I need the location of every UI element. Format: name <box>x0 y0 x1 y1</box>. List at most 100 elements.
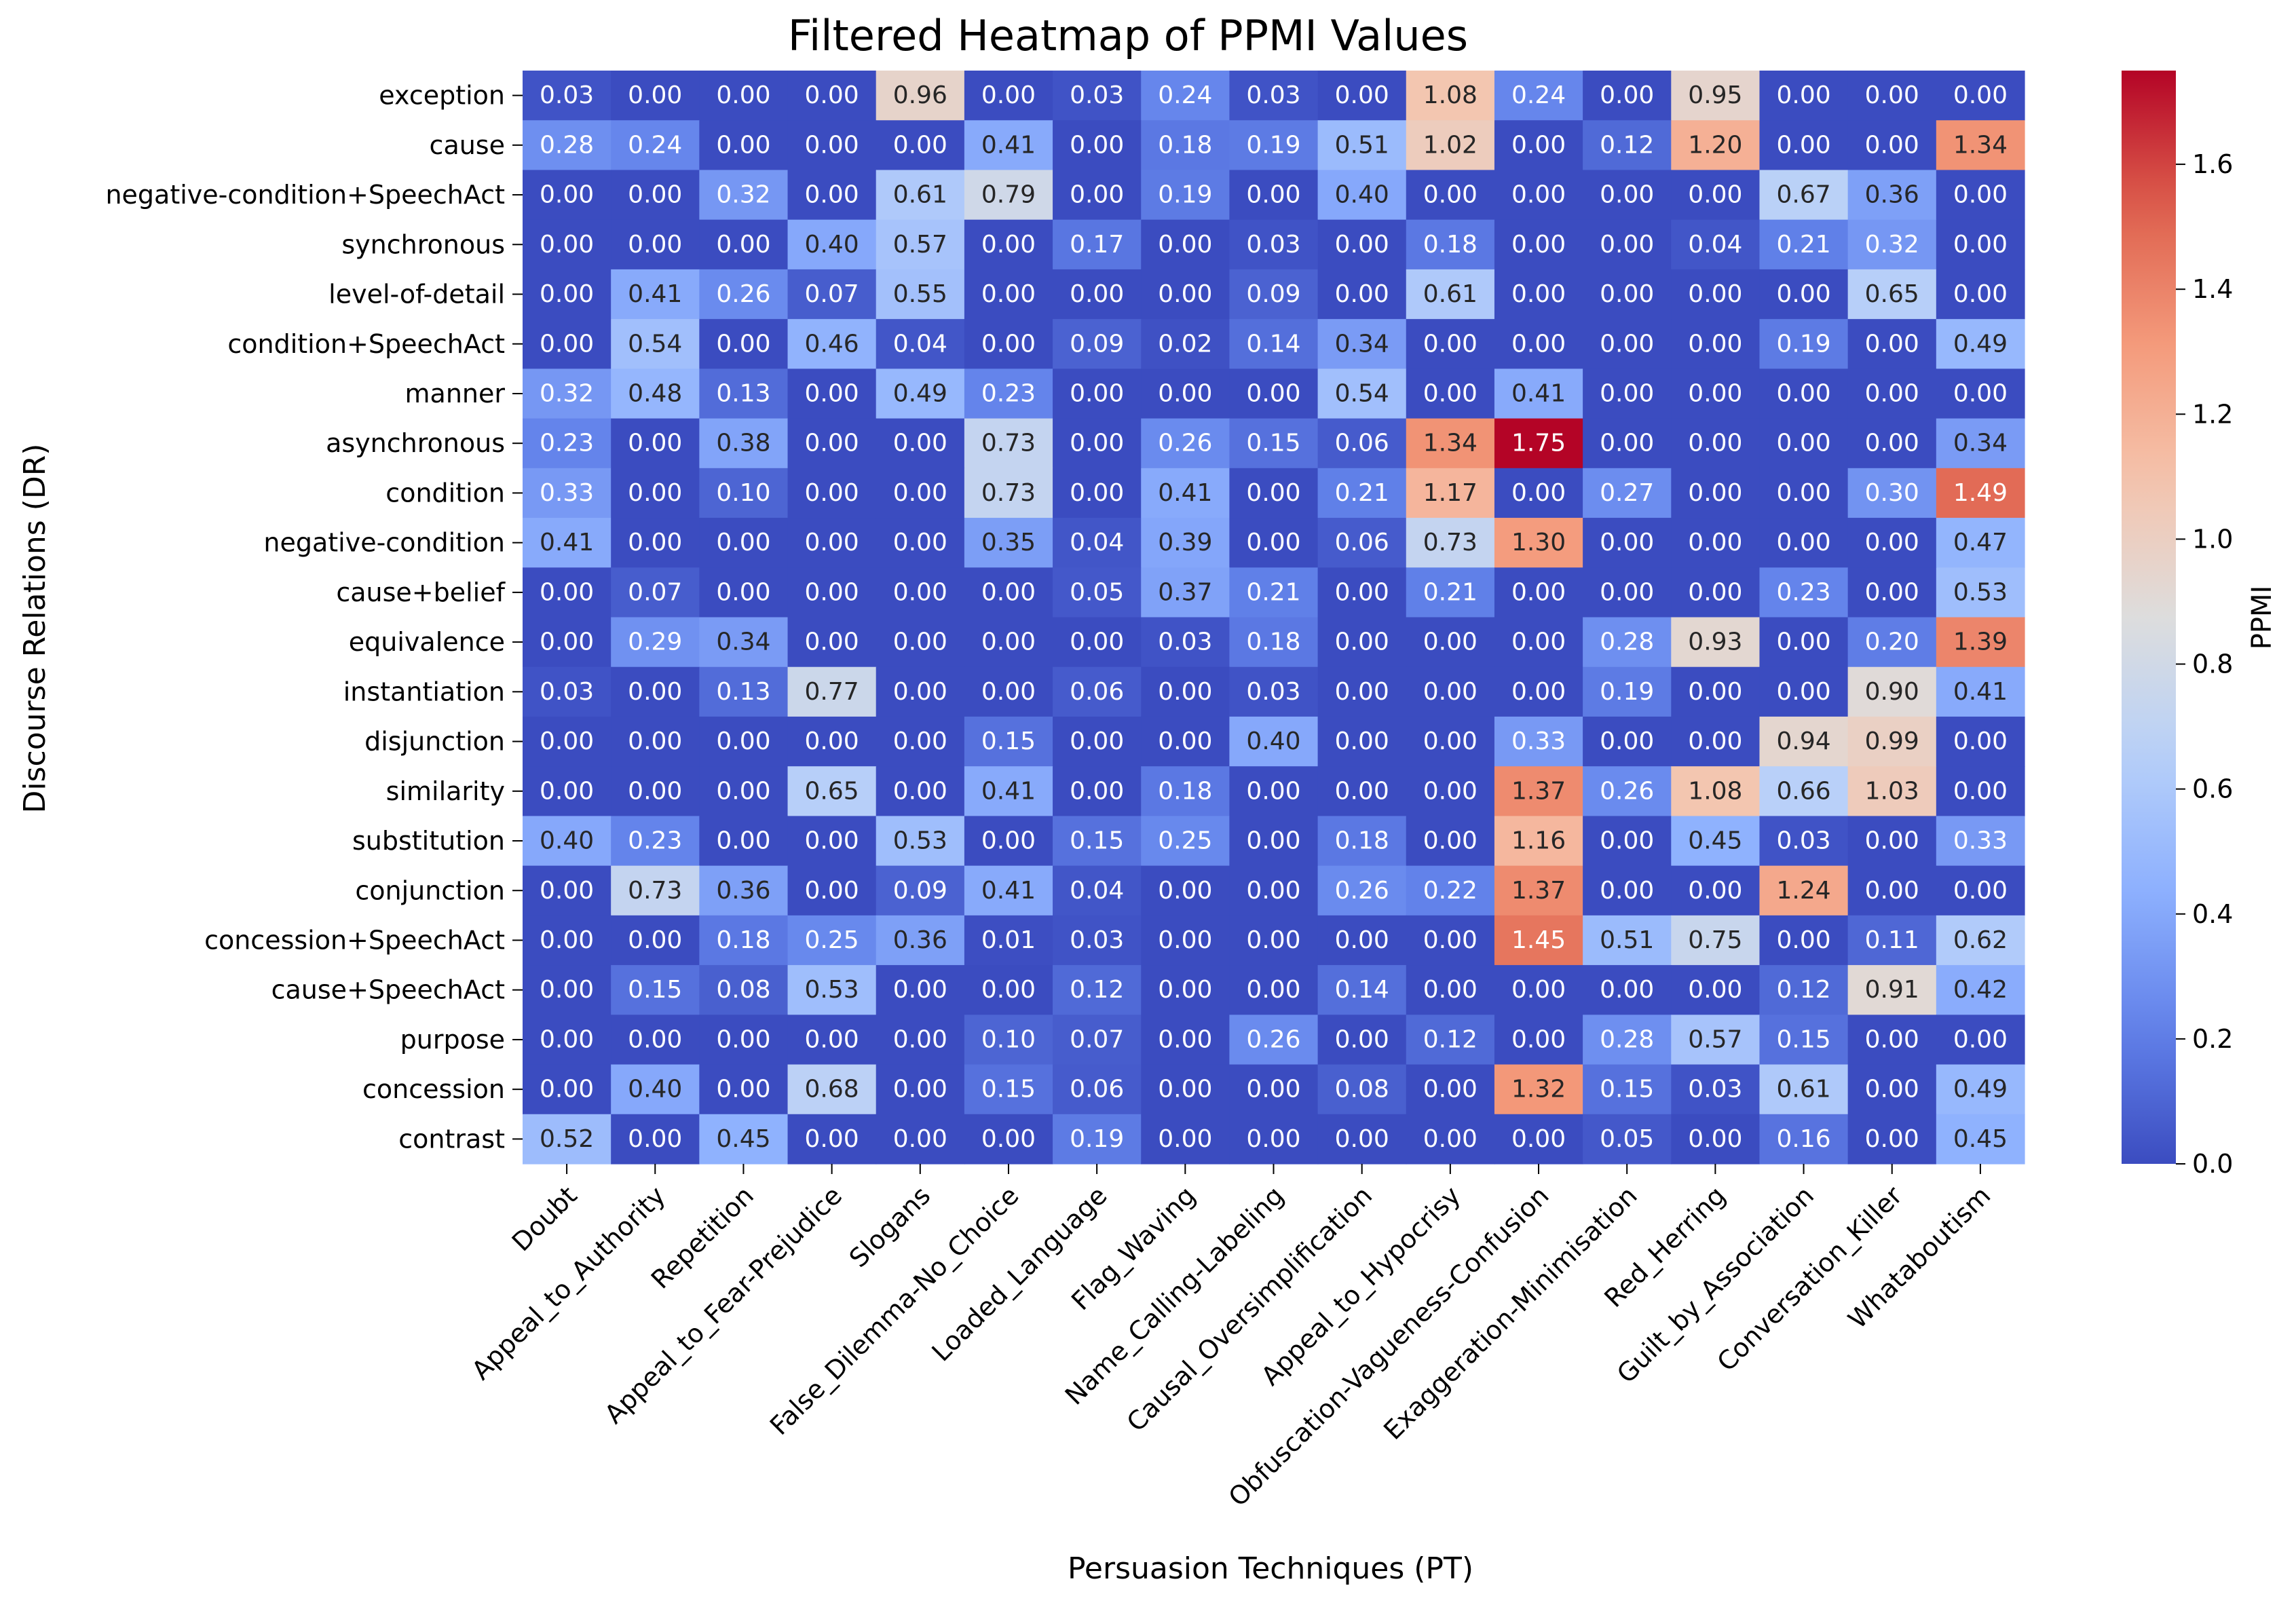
heatmap-cell <box>964 71 1053 121</box>
cell-value-label: 0.00 <box>1600 976 1654 1004</box>
cell-value-label: 0.00 <box>1158 976 1212 1004</box>
heatmap-cell <box>1494 71 1583 121</box>
cell-value-label: 1.37 <box>1511 777 1566 805</box>
cell-value-label: 0.00 <box>540 231 594 259</box>
heatmap-cell <box>1583 71 1672 121</box>
heatmap-cell <box>699 418 789 469</box>
cell-value-label: 0.03 <box>1246 678 1300 706</box>
cell-value-label: 0.18 <box>716 926 770 954</box>
heatmap-cell <box>964 617 1053 668</box>
cell-value-label: 0.28 <box>1600 1025 1654 1053</box>
heatmap-cell <box>1141 120 1230 171</box>
cell-value-label: 0.00 <box>1600 379 1654 407</box>
heatmap-cell <box>1759 766 1849 817</box>
cell-value-label: 0.06 <box>1335 529 1389 556</box>
cell-value-label: 0.23 <box>628 827 682 855</box>
heatmap-cell <box>1053 1015 1142 1065</box>
cell-value-label: 0.54 <box>1335 379 1389 407</box>
heatmap-cell <box>1141 71 1230 121</box>
y-tick-label: synchronous <box>341 229 505 259</box>
cell-value-label: 0.00 <box>716 827 770 855</box>
cell-value-label: 0.00 <box>540 777 594 805</box>
cell-value-label: 0.45 <box>716 1125 770 1153</box>
heatmap-cell <box>1406 1015 1495 1065</box>
heatmap-cell <box>611 915 700 966</box>
y-tick-label: purpose <box>400 1025 505 1055</box>
heatmap-cell <box>699 567 789 618</box>
heatmap-cell <box>1229 816 1319 867</box>
cell-value-label: 0.95 <box>1688 81 1742 109</box>
cell-value-label: 0.00 <box>1600 81 1654 109</box>
cell-value-label: 0.00 <box>1688 976 1742 1004</box>
cell-value-label: 0.14 <box>1246 330 1300 358</box>
cell-value-label: 0.24 <box>1511 81 1566 109</box>
heatmap-cell <box>787 816 877 867</box>
heatmap-cell <box>1671 219 1761 270</box>
cell-value-label: 0.42 <box>1953 976 2008 1004</box>
heatmap-cell <box>1141 269 1230 320</box>
cell-value-label: 1.30 <box>1511 529 1566 556</box>
heatmap-cell <box>611 1064 700 1115</box>
heatmap-cell <box>611 319 700 369</box>
cell-value-label: 0.18 <box>1423 231 1478 259</box>
heatmap-cell <box>611 617 700 668</box>
cell-value-label: 0.67 <box>1776 181 1830 209</box>
cell-value-label: 0.00 <box>540 330 594 358</box>
cell-value-label: 0.26 <box>1246 1025 1300 1053</box>
cell-value-label: 0.49 <box>893 379 947 407</box>
cell-value-label: 0.00 <box>1511 976 1566 1004</box>
cell-value-label: 0.23 <box>540 430 594 457</box>
heatmap-cell <box>964 170 1053 221</box>
heatmap-cell <box>611 219 700 270</box>
x-tick-label: Loaded_Language <box>926 1180 1112 1367</box>
cell-value-label: 0.79 <box>981 181 1036 209</box>
cell-value-label: 0.73 <box>981 430 1036 457</box>
heatmap-cell <box>1494 468 1583 518</box>
cell-value-label: 0.49 <box>1953 1076 2008 1103</box>
cell-value-label: 0.00 <box>981 1125 1036 1153</box>
heatmap-cell <box>964 368 1053 419</box>
heatmap-cell <box>876 865 965 916</box>
cell-value-label: 0.15 <box>1600 1076 1654 1103</box>
heatmap-cell <box>1494 567 1583 618</box>
cell-value-label: 0.00 <box>716 231 770 259</box>
heatmap-cell <box>1141 1015 1230 1065</box>
heatmap-cell <box>1494 1114 1583 1165</box>
cell-value-label: 0.41 <box>1953 678 2008 706</box>
cell-value-label: 0.37 <box>1158 578 1212 606</box>
cell-value-label: 0.14 <box>1335 976 1389 1004</box>
cell-value-label: 0.15 <box>1776 1025 1830 1053</box>
heatmap-cell <box>611 368 700 419</box>
cell-value-label: 1.32 <box>1511 1076 1566 1103</box>
heatmap-cell <box>1053 468 1142 518</box>
cell-value-label: 0.32 <box>716 181 770 209</box>
heatmap-cell <box>699 716 789 767</box>
y-tick-label: manner <box>405 379 506 409</box>
heatmap-cell <box>1583 666 1672 717</box>
cell-value-label: 0.00 <box>1246 976 1300 1004</box>
heatmap-cell <box>1759 915 1849 966</box>
cell-value-label: 0.00 <box>1511 578 1566 606</box>
heatmap-cell <box>1141 816 1230 867</box>
cell-value-label: 0.13 <box>716 379 770 407</box>
cell-value-label: 0.00 <box>805 479 859 507</box>
heatmap-cell <box>1759 269 1849 320</box>
colorbar: 0.0 0.2 0.4 0.6 0.8 1.0 1.2 1.4 1.6 PPMI <box>2122 71 2278 1179</box>
heatmap-cell <box>1053 518 1142 568</box>
heatmap-cell <box>1847 617 1937 668</box>
cell-value-label: 0.24 <box>1158 81 1212 109</box>
heatmap-cell <box>611 468 700 518</box>
heatmap-cell <box>1759 319 1849 369</box>
cell-value-label: 0.61 <box>893 181 947 209</box>
heatmap-cell <box>876 120 965 171</box>
heatmap-cell <box>523 816 611 867</box>
cell-value-label: 0.00 <box>540 578 594 606</box>
heatmap-cell <box>699 666 789 717</box>
heatmap-cell <box>787 965 877 1015</box>
cell-value-label: 0.00 <box>1865 529 1919 556</box>
cell-value-label: 0.26 <box>1158 430 1212 457</box>
heatmap-cell <box>1229 1114 1319 1165</box>
cell-value-label: 0.03 <box>1070 926 1124 954</box>
cell-value-label: 0.00 <box>716 1076 770 1103</box>
heatmap-cell <box>1847 1064 1937 1115</box>
